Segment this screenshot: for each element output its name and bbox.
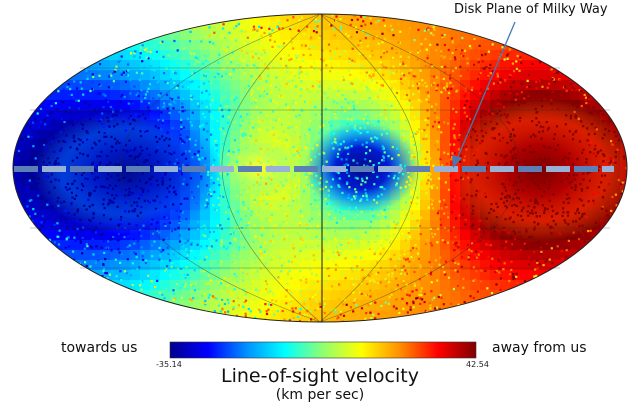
colorbar (169, 341, 477, 359)
colorbar-max-label: 42.54 (466, 360, 489, 369)
colorbar-min-label: -35.14 (156, 360, 182, 369)
away-from-us-label: away from us (492, 340, 587, 356)
disk-plane-annotation: Disk Plane of Milky Way (454, 2, 608, 17)
towards-us-label: towards us (61, 340, 138, 356)
colorbar-units: (km per sec) (275, 387, 365, 403)
annotation-arrow (452, 21, 516, 168)
colorbar-title: Line-of-sight velocity (221, 365, 419, 387)
map-outline (12, 13, 628, 323)
